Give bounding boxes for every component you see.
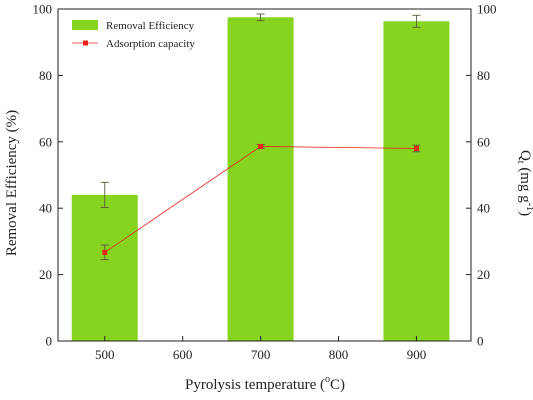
y-left-tick-label-40: 40 bbox=[39, 201, 52, 216]
y-left-tick-label-80: 80 bbox=[39, 68, 52, 83]
y-right-tick-label-40: 40 bbox=[477, 201, 490, 216]
x-tick-label-700: 700 bbox=[251, 347, 271, 362]
y-right-tick-label-60: 60 bbox=[477, 134, 490, 149]
y-axis-title-left: Removal Efficiency (%) bbox=[4, 110, 20, 256]
bar-500 bbox=[71, 194, 138, 341]
x-axis-title: Pyrolysis temperature (oC) bbox=[185, 374, 345, 393]
bars-layer bbox=[71, 13, 450, 342]
x-tick-label-800: 800 bbox=[329, 347, 349, 362]
bar-error-bar-700 bbox=[256, 13, 265, 22]
adsorption-point-700 bbox=[258, 143, 264, 149]
legend-label-removal-efficiency: Removal Efficiency bbox=[106, 20, 195, 32]
y-left-tick-label-60: 60 bbox=[39, 134, 52, 149]
y-right-tick-label-100: 100 bbox=[477, 2, 497, 17]
adsorption-point-900 bbox=[413, 145, 419, 151]
legend-swatch-removal-efficiency bbox=[72, 20, 98, 30]
x-tick-label-500: 500 bbox=[95, 347, 115, 362]
line-layer bbox=[100, 143, 421, 261]
bar-900 bbox=[383, 21, 450, 342]
y-left-tick-label-0: 0 bbox=[46, 334, 53, 349]
plot-frame bbox=[57, 8, 472, 342]
y-right-tick-label-0: 0 bbox=[477, 334, 484, 349]
bar-error-bar-500 bbox=[100, 181, 109, 208]
legend: Removal Efficiency Adsorption capacity bbox=[72, 20, 195, 50]
adsorption-point-500 bbox=[102, 249, 108, 255]
y-right-tick-label-20: 20 bbox=[477, 267, 490, 282]
bar-700 bbox=[227, 17, 294, 342]
bar-error-bar-900 bbox=[412, 14, 421, 28]
x-tick-label-600: 600 bbox=[173, 347, 193, 362]
ticks-layer: 500 600 700 800 900 0 0 20 20 40 40 60 60 80 80 100 100 bbox=[33, 2, 497, 363]
y-right-tick-label-80: 80 bbox=[477, 68, 490, 83]
legend-marker-adsorption-capacity bbox=[83, 40, 88, 46]
x-tick-label-900: 900 bbox=[407, 347, 427, 362]
y-axis-title-right: Qt (mg g-1) bbox=[515, 150, 533, 216]
y-left-tick-label-20: 20 bbox=[39, 267, 52, 282]
y-left-tick-label-100: 100 bbox=[33, 2, 53, 17]
legend-label-adsorption-capacity: Adsorption capacity bbox=[106, 38, 195, 50]
